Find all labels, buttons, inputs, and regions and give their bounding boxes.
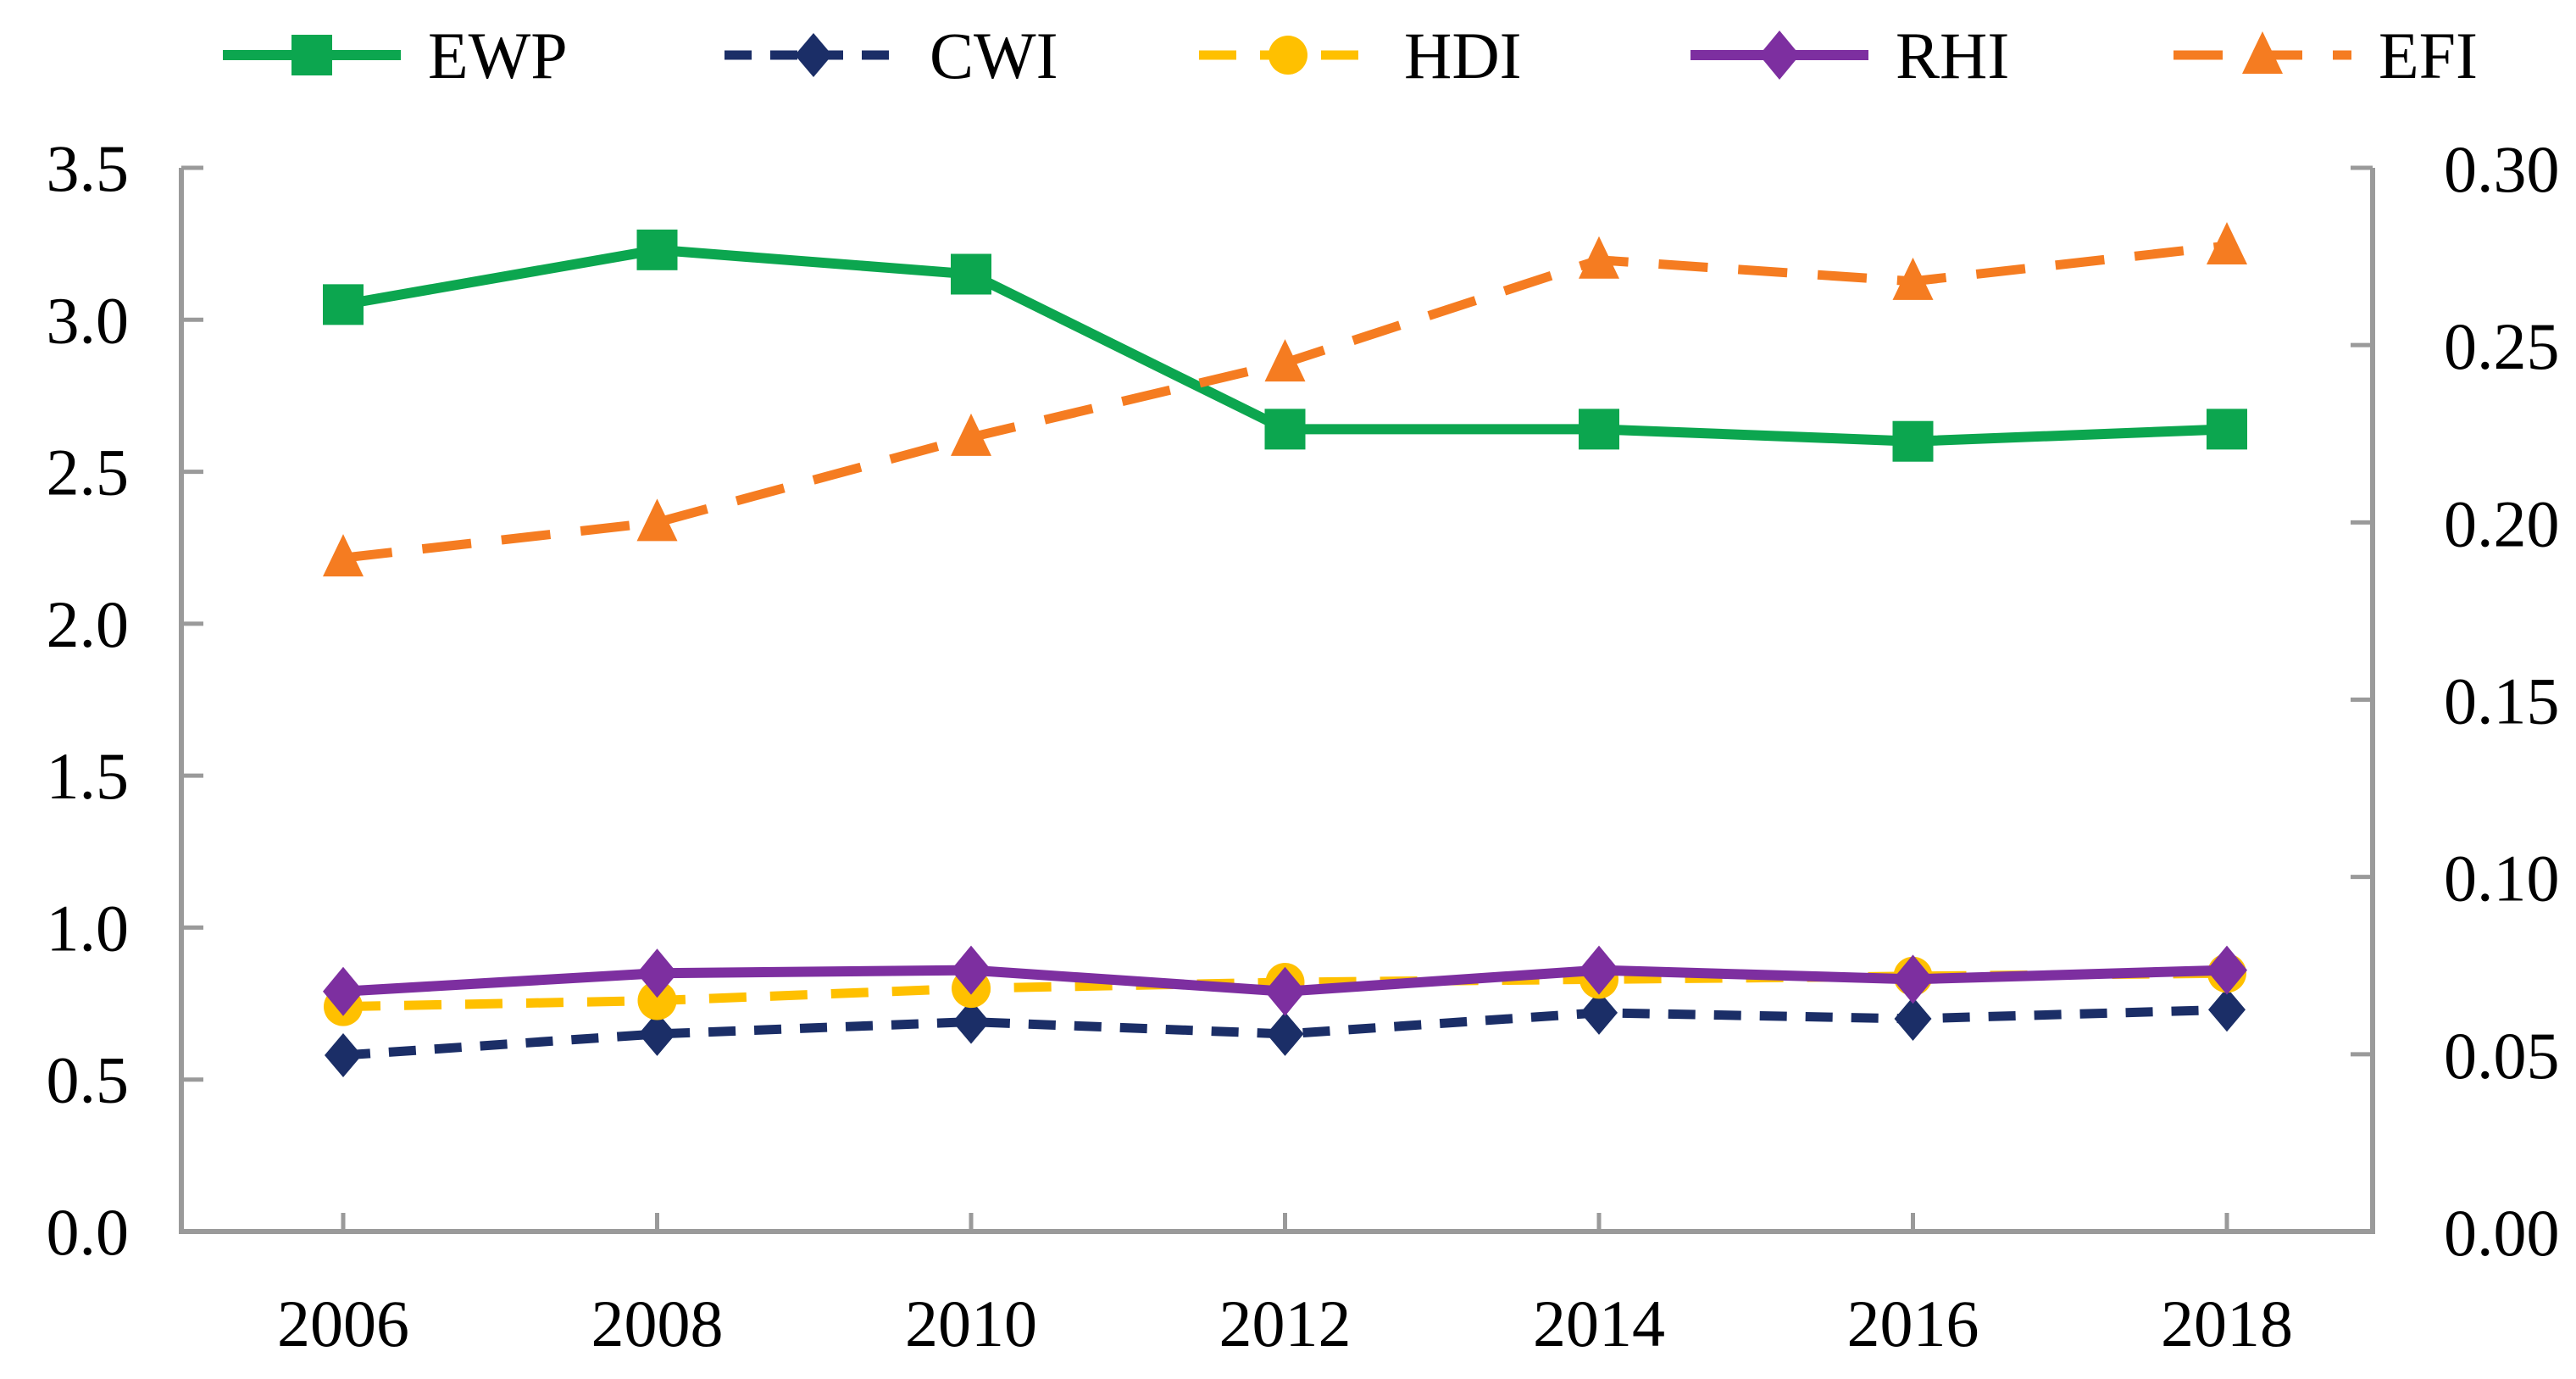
marker-EWP-2010	[951, 253, 991, 295]
marker-EWP-2006	[323, 284, 364, 325]
y-axis-right-label-0.30: 0.30	[2444, 132, 2560, 206]
y-axis-left-label-3.5: 3.5	[47, 131, 130, 205]
axis-frame	[179, 168, 2375, 1234]
legend-label-CWI: CWI	[930, 19, 1058, 92]
marker-CWI-2018	[2208, 987, 2246, 1032]
marker-RHI-2014	[1579, 945, 1619, 995]
marker-EFI-2006	[323, 534, 364, 577]
y-axis-left-label-0.0: 0.0	[47, 1195, 130, 1269]
marker-EFI-2016	[1892, 257, 1934, 300]
marker-CWI-2010	[952, 999, 990, 1044]
marker-EFI-2010	[951, 413, 991, 456]
marker-RHI-2010	[951, 945, 991, 995]
marker-RHI-2006	[323, 966, 364, 1016]
marker-EFI-2008	[636, 498, 678, 542]
legend-label-HDI: HDI	[1404, 19, 1522, 92]
marker-RHI-2016	[1892, 954, 1934, 1004]
legend-label-EFI: EFI	[2379, 19, 2478, 92]
marker-CWI-2006	[325, 1033, 362, 1078]
x-axis-label-2012: 2012	[1219, 1287, 1352, 1360]
marker-CWI-2008	[638, 1011, 676, 1056]
marker-EFI-2014	[1579, 236, 1619, 279]
x-axis-label-2014: 2014	[1533, 1287, 1665, 1360]
marker-CWI-2014	[1580, 990, 1618, 1035]
marker-RHI-2018	[2207, 945, 2247, 995]
x-axis-label-2006: 2006	[277, 1287, 409, 1360]
y-axis-right-label-0.25: 0.25	[2444, 309, 2560, 383]
y-axis-right-label-0.05: 0.05	[2444, 1019, 2560, 1093]
y-axis-right-label-0.15: 0.15	[2444, 664, 2560, 738]
y-axis-left-label-2.0: 2.0	[47, 587, 130, 661]
marker-RHI-legend	[1759, 31, 1800, 80]
x-axis-label-2016: 2016	[1847, 1287, 1979, 1360]
series-line-EFI	[342, 241, 2228, 563]
y-axis-right-label-0.10: 0.10	[2444, 842, 2560, 915]
x-axis-label-2010: 2010	[905, 1287, 1037, 1360]
x-axis-label-2008: 2008	[591, 1287, 724, 1360]
y-axis-left-label-2.5: 2.5	[47, 436, 130, 509]
y-axis-left-label-1.5: 1.5	[47, 739, 130, 813]
marker-CWI-legend	[795, 33, 832, 77]
marker-EWP-2014	[1579, 409, 1619, 450]
marker-RHI-2008	[636, 948, 678, 998]
marker-RHI-2012	[1264, 966, 1306, 1016]
marker-EWP-2016	[1892, 420, 1934, 462]
marker-EWP-2008	[636, 229, 678, 270]
marker-EWP-2012	[1264, 409, 1306, 450]
marker-CWI-2016	[1894, 997, 1932, 1041]
marker-EFI-legend	[2242, 31, 2283, 74]
marker-HDI-2008	[637, 981, 677, 1020]
legend-label-EWP: EWP	[428, 19, 568, 92]
y-axis-left-label-1.0: 1.0	[47, 891, 130, 965]
marker-HDI-legend	[1269, 36, 1307, 75]
marker-EFI-2012	[1264, 339, 1306, 382]
marker-CWI-2012	[1266, 1011, 1304, 1056]
y-axis-left-label-3.0: 3.0	[47, 283, 130, 357]
marker-EWP-2018	[2207, 409, 2247, 450]
y-axis-left-label-0.5: 0.5	[47, 1043, 130, 1117]
x-axis-label-2018: 2018	[2161, 1287, 2293, 1360]
y-axis-right-label-0.20: 0.20	[2444, 487, 2560, 560]
marker-EFI-2018	[2207, 222, 2247, 265]
y-axis-right-label-0.00: 0.00	[2444, 1196, 2560, 1270]
legend-label-RHI: RHI	[1896, 19, 2009, 92]
marker-EWP-legend	[291, 35, 332, 75]
